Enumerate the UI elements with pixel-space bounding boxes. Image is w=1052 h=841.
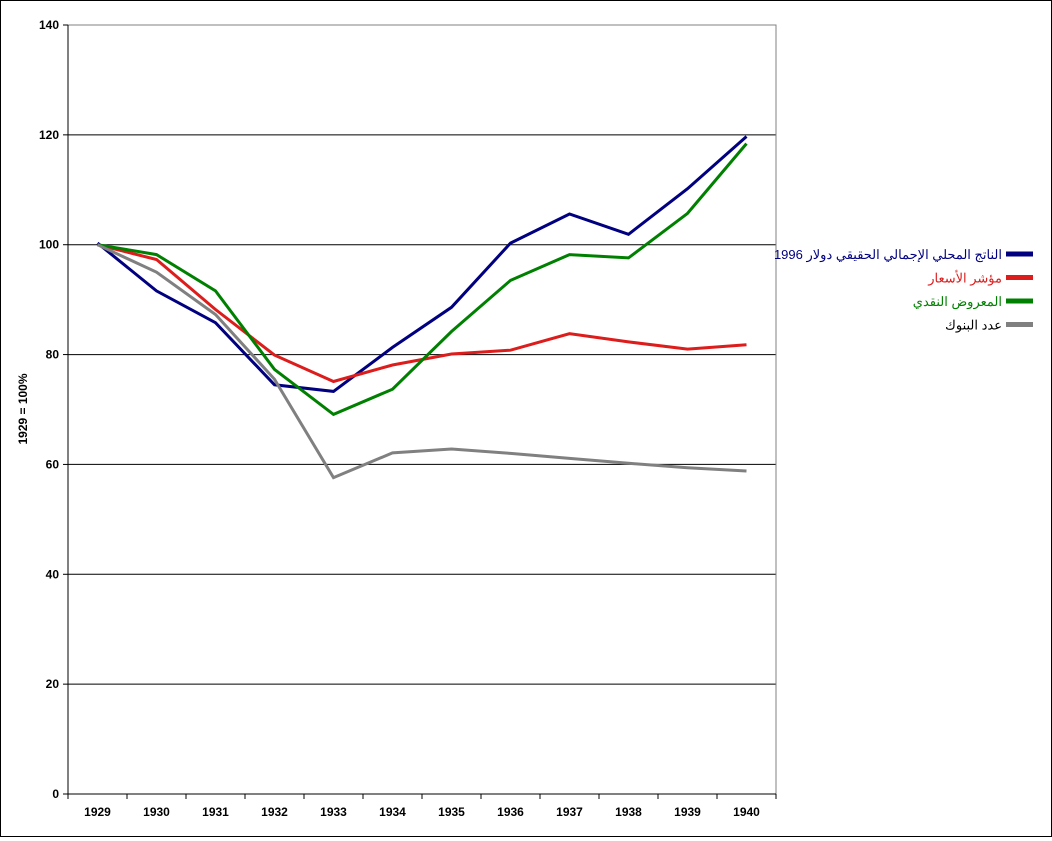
series-line-3 xyxy=(98,144,747,415)
legend-label-2: مؤشر الأسعار xyxy=(927,270,1002,287)
legend-swatch-3 xyxy=(1006,299,1033,304)
legend-swatch-4 xyxy=(1006,322,1033,327)
y-axis-label: 1929 = 100% xyxy=(16,373,30,444)
y-tick-label: 20 xyxy=(46,677,60,691)
legend: الناتج المحلي الإجمالي الحقيقي دولار 199… xyxy=(774,247,1033,334)
legend-label-1: الناتج المحلي الإجمالي الحقيقي دولار 199… xyxy=(774,247,1002,263)
x-tick-label: 1930 xyxy=(143,805,170,819)
x-tick-label: 1940 xyxy=(733,805,760,819)
gridlines xyxy=(68,25,776,684)
y-tick-label: 100 xyxy=(39,238,59,252)
y-tick-label: 0 xyxy=(52,787,59,801)
x-tick-label: 1939 xyxy=(674,805,701,819)
x-tick-label: 1935 xyxy=(438,805,465,819)
y-tick-label: 120 xyxy=(39,128,59,142)
legend-swatch-2 xyxy=(1006,275,1033,280)
y-tick-label: 80 xyxy=(46,348,60,362)
x-tick-label: 1931 xyxy=(202,805,229,819)
x-tick-label: 1937 xyxy=(556,805,583,819)
legend-label-3: المعروض النقدي xyxy=(913,294,1002,310)
legend-label-4: عدد البنوك xyxy=(945,318,1002,334)
legend-swatch-1 xyxy=(1006,252,1033,257)
y-tick-label: 40 xyxy=(46,567,60,581)
series-lines xyxy=(97,136,746,477)
x-tick-label: 1934 xyxy=(379,805,406,819)
y-tick-label: 60 xyxy=(46,457,60,471)
x-tick-label: 1932 xyxy=(261,805,288,819)
x-tick-label: 1933 xyxy=(320,805,347,819)
series-line-1 xyxy=(98,137,747,392)
axes: 0 20 40 60 80 100 120 140 1929 1930 1931 1932 1933 19… xyxy=(39,18,776,819)
x-tick-label: 1938 xyxy=(615,805,642,819)
x-tick-label: 1936 xyxy=(497,805,524,819)
x-tick-label: 1929 xyxy=(84,805,111,819)
y-tick-label: 140 xyxy=(39,18,59,32)
plot-area xyxy=(68,25,776,794)
